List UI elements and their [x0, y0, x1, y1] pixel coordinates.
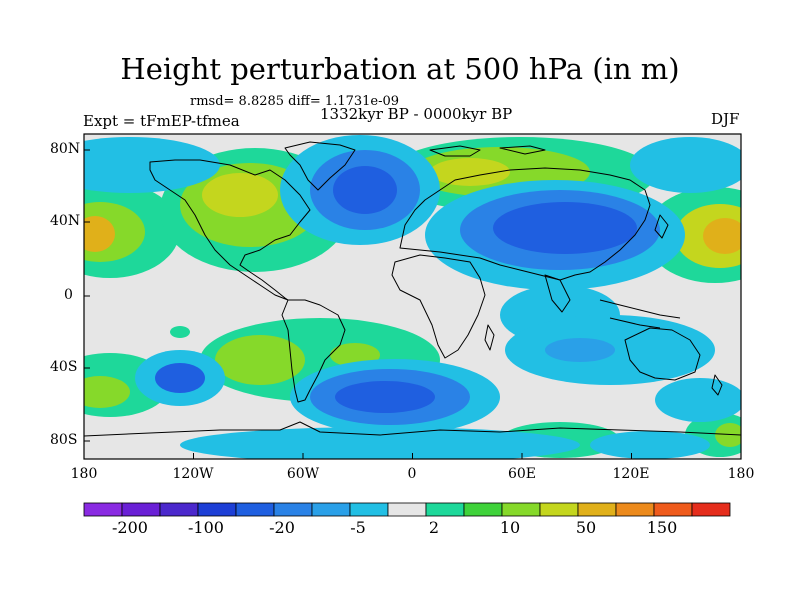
lon-label-120e: 120E	[612, 466, 650, 482]
colorbar-swatch	[121, 502, 161, 517]
contour-positive-pacific-east-core	[703, 218, 741, 254]
contour-negative-south-indian-core	[545, 338, 615, 362]
coastline-antarctica	[84, 421, 741, 437]
coastline-south-america	[281, 299, 346, 403]
colorbar-swatch	[83, 502, 123, 517]
coastline-japan	[654, 214, 669, 239]
colorbar-label: -20	[269, 518, 295, 537]
contour-negative-south-atlantic-core	[335, 381, 435, 413]
colorbar	[83, 502, 731, 517]
colorbar-swatch	[615, 502, 655, 517]
colorbar-label: -100	[188, 518, 224, 537]
colorbar-swatch	[273, 502, 313, 517]
contour-blob-small	[170, 326, 190, 338]
contour-positive-pacific-west-core	[84, 216, 115, 252]
experiment-label: Expt = tFmEP-tfmea	[83, 112, 240, 130]
lon-label-60w: 60W	[286, 466, 320, 482]
contour-negative-north-atlantic-core	[333, 166, 397, 214]
season-label: DJF	[711, 110, 740, 128]
contour-positive-north-america-core	[202, 173, 278, 217]
colorbar-swatch	[653, 502, 693, 517]
contour-negative-south-pacific-core	[155, 363, 205, 393]
colorbar-swatch	[691, 502, 731, 517]
coastline-greenland	[284, 141, 356, 191]
lat-label-80s: 80S	[50, 432, 78, 448]
lat-label-40s: 40S	[50, 359, 78, 375]
colorbar-label: -5	[350, 518, 366, 537]
colorbar-swatch	[577, 502, 617, 517]
contour-field	[84, 135, 741, 459]
lon-label-120w: 120W	[172, 466, 214, 482]
contour-positive-east-antarctic-core	[715, 423, 741, 447]
contour-negative-pacific-north-east	[630, 137, 741, 193]
lat-label-40n: 40N	[50, 213, 81, 229]
coastline-india	[544, 274, 571, 313]
coastline-madagascar	[484, 324, 495, 351]
lon-label-180-east: 180	[727, 466, 755, 482]
colorbar-swatch	[159, 502, 199, 517]
contour-negative-asia-core	[493, 202, 637, 254]
lat-label-80n: 80N	[50, 141, 81, 157]
contour-positive-south-america-inner	[215, 335, 305, 385]
contour-negative-antarctic-east	[590, 431, 710, 459]
colorbar-label: 10	[499, 518, 521, 537]
coastline-eurasia	[399, 167, 651, 281]
axis-ticks	[83, 149, 742, 459]
colorbar-label: 50	[575, 518, 597, 537]
plot-title: Height perturbation at 500 hPa (in m)	[120, 52, 680, 86]
lat-label-0: 0	[64, 287, 73, 303]
colorbar-swatch	[463, 502, 503, 517]
contour-negative-pacific-north	[84, 137, 220, 193]
coastline-arctic-islands	[429, 145, 546, 157]
colorbar-swatch	[235, 502, 275, 517]
lon-label-180-west: 180	[70, 466, 98, 482]
contour-negative-antarctic	[180, 427, 580, 459]
contour-positive-south-pacific-west-core	[84, 376, 130, 408]
coastline-indonesia	[599, 299, 681, 329]
colorbar-swatch	[349, 502, 389, 517]
coastline-north-america	[149, 159, 311, 301]
coastline-new-zealand	[711, 374, 723, 396]
colorbar-swatch	[501, 502, 541, 517]
contour-positive-eurasia-core	[430, 158, 510, 186]
lon-label-0: 0	[407, 466, 417, 482]
colorbar-label: 2	[428, 518, 440, 537]
coastlines	[84, 141, 741, 437]
colorbar-label: 150	[646, 518, 678, 537]
coastline-africa	[391, 254, 486, 359]
colorbar-swatch	[387, 502, 427, 517]
contour-negative-east-pacific-south	[655, 378, 741, 422]
lon-label-60e: 60E	[507, 466, 537, 482]
colorbar-swatch	[425, 502, 465, 517]
stats-text: rmsd= 8.8285 diff= 1.1731e-09	[190, 94, 400, 109]
period-text: 1332kyr BP - 0000kyr BP	[320, 105, 513, 123]
colorbar-swatch	[539, 502, 579, 517]
colorbar-label: -200	[112, 518, 148, 537]
coastline-australia	[624, 327, 701, 381]
colorbar-swatch	[311, 502, 351, 517]
colorbar-swatch	[197, 502, 237, 517]
